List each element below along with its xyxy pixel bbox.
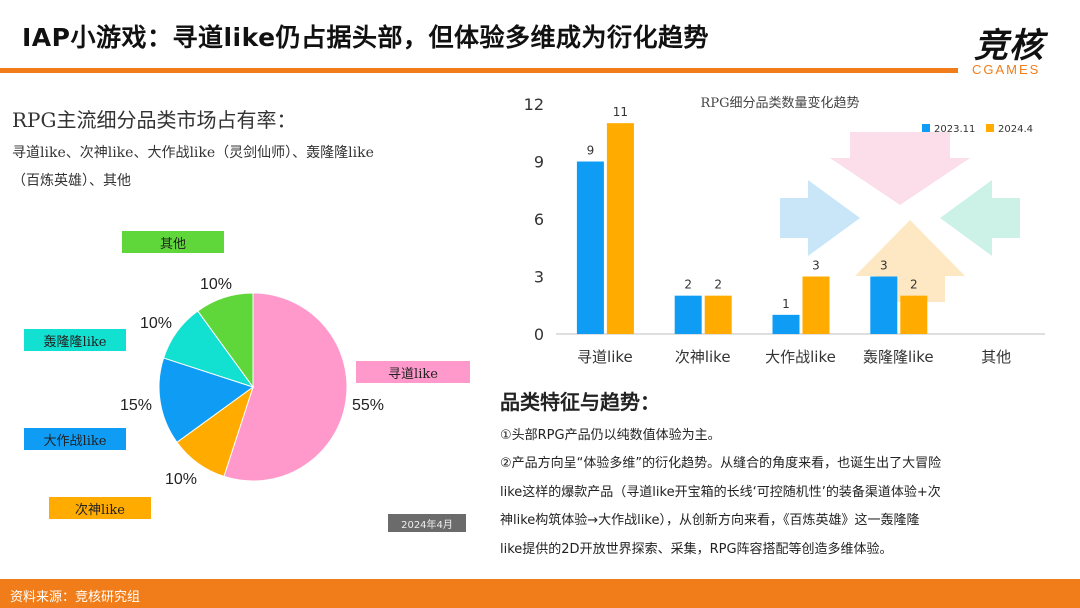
bar-series-2023 bbox=[576, 161, 604, 334]
legend-swatch-2023 bbox=[922, 124, 930, 132]
pie-value-dazuozhan: 15% bbox=[120, 397, 153, 414]
y-tick-label: 9 bbox=[534, 153, 544, 172]
date-badge: 2024年4月 bbox=[388, 514, 466, 532]
bar-series-2023 bbox=[772, 314, 800, 334]
x-tick-label: 寻道like bbox=[577, 348, 633, 366]
x-tick-label: 次神like bbox=[675, 348, 731, 366]
bar-series-2024 bbox=[606, 123, 634, 334]
pie-label-dazuozhan: 大作战like bbox=[24, 428, 126, 450]
category-list-line-1: 寻道like、次神like、大作战like（灵剑仙师）、轰隆隆like bbox=[12, 145, 374, 161]
trends-heading: 品类特征与趋势： bbox=[500, 390, 660, 414]
pie-label-other: 其他 bbox=[122, 231, 224, 253]
page-title: IAP小游戏：寻道like仍占据头部，但体验多维成为衍化趋势 bbox=[22, 23, 710, 52]
bar-series-2024 bbox=[704, 295, 732, 334]
bar-data-label: 3 bbox=[880, 259, 888, 273]
bar-chart-marks: 9 11 2 2 1 3 3 2 bbox=[576, 105, 928, 334]
pie-slice-dazuozhan bbox=[158, 357, 255, 443]
pie-slice-xundao bbox=[223, 292, 348, 482]
x-tick-label: 其他 bbox=[981, 348, 1011, 366]
trend-line-5: like提供的2D开放世界探索、采集，RPG阵容搭配等创造多维体验。 bbox=[500, 542, 893, 557]
market-share-pie-chart bbox=[158, 292, 348, 482]
bar-data-label: 2 bbox=[684, 278, 692, 292]
bar-chart-title: RPG细分品类数量变化趋势 bbox=[701, 95, 860, 111]
header-divider bbox=[0, 68, 958, 73]
bar-data-label: 11 bbox=[613, 105, 628, 119]
y-tick-label: 3 bbox=[534, 268, 544, 287]
bar-data-label: 2 bbox=[910, 278, 918, 292]
logo-subtitle: CGAMES bbox=[972, 62, 1041, 77]
footer-source: 资料来源：竞核研究组 bbox=[10, 590, 141, 605]
y-tick-label: 0 bbox=[534, 325, 544, 344]
trend-line-3: like这样的爆款产品（寻道like开宝箱的长线‘可控随机性’的装备渠道体验+次 bbox=[500, 485, 941, 500]
pie-slice-other bbox=[197, 292, 254, 389]
footer-bar: 资料来源：竞核研究组 bbox=[0, 579, 1080, 608]
legend-label-2024: 2024.4 bbox=[998, 124, 1033, 135]
arrow-left-mint bbox=[940, 180, 1020, 256]
legend-swatch-2024 bbox=[986, 124, 994, 132]
market-share-heading: RPG主流细分品类市场占有率： bbox=[12, 108, 297, 132]
pie-value-xundao: 55% bbox=[352, 397, 385, 414]
trend-line-4: 神like构筑体验→大作战like），从创新方向来看，《百炼英雄》这一轰隆隆 bbox=[500, 513, 920, 528]
y-tick-label: 12 bbox=[524, 95, 544, 114]
x-tick-label: 轰隆隆like bbox=[863, 348, 934, 366]
y-tick-label: 6 bbox=[534, 210, 544, 229]
pie-value-honglonglong: 10% bbox=[140, 315, 173, 332]
bar-series-2023 bbox=[674, 295, 702, 334]
bar-series-2023 bbox=[870, 276, 898, 334]
trend-line-2: ②产品方向呈“体验多维”的衍化趋势。从缝合的角度来看，也诞生出了大冒险 bbox=[500, 456, 942, 471]
logo-wordmark: 竞核 bbox=[974, 26, 1044, 66]
bar-data-label: 3 bbox=[812, 259, 820, 273]
pie-label-xundao: 寻道like bbox=[356, 361, 470, 383]
bar-data-label: 9 bbox=[587, 144, 595, 158]
bar-data-label: 2 bbox=[714, 278, 722, 292]
arrow-right-blue bbox=[780, 180, 860, 256]
legend-label-2023: 2023.11 bbox=[934, 124, 975, 135]
bar-series-2024 bbox=[900, 295, 928, 334]
arrow-down-pink bbox=[830, 132, 970, 205]
pie-label-cishen: 次神like bbox=[49, 497, 151, 519]
x-tick-label: 大作战like bbox=[765, 348, 836, 366]
category-list-line-2: （百炼英雄）、其他 bbox=[12, 173, 131, 189]
pie-label-honglonglong: 轰隆隆like bbox=[24, 329, 126, 351]
brand-logo: 竞核 CGAMES bbox=[962, 18, 1072, 80]
trend-line-1: ①头部RPG产品仍以纯数值体验为主。 bbox=[500, 428, 721, 443]
bar-data-label: 1 bbox=[782, 297, 790, 311]
pie-value-cishen: 10% bbox=[165, 471, 198, 488]
pie-value-other: 10% bbox=[200, 276, 233, 293]
bar-series-2024 bbox=[802, 276, 830, 334]
